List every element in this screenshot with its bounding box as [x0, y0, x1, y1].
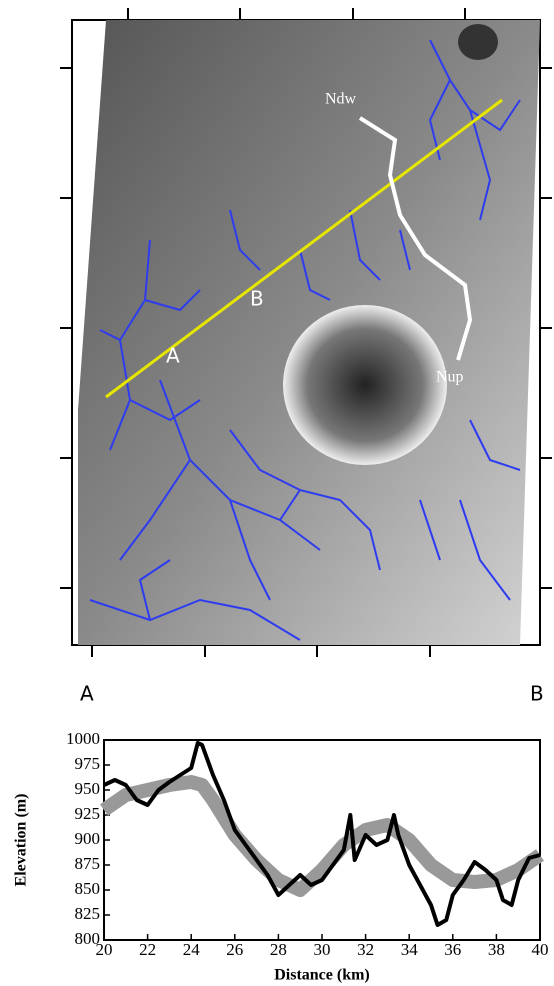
y-tick-label: 1000 [66, 729, 100, 748]
page: Ndw Nup A B A B Distance (km) Elevation … [0, 0, 554, 986]
x-tick-label: 34 [401, 940, 419, 959]
x-axis-label: Distance (km) [274, 967, 370, 984]
profile-line [104, 743, 540, 925]
profile-end: B [530, 682, 544, 706]
x-tick-label: 20 [96, 940, 113, 959]
map-label: Nup [436, 369, 464, 386]
x-tick-label: 26 [226, 940, 243, 959]
x-tick-label: 28 [270, 940, 287, 959]
x-tick-label: 24 [183, 940, 201, 959]
x-tick-label: 40 [532, 940, 549, 959]
x-tick-label: 38 [488, 940, 505, 959]
map-label: Ndw [325, 91, 357, 108]
x-tick-label: 30 [314, 940, 331, 959]
profile-line [104, 782, 540, 890]
map-label: B [250, 287, 264, 311]
map: Ndw Nup A B [60, 8, 552, 657]
y-tick-label: 925 [75, 804, 101, 823]
y-tick-label: 975 [75, 754, 101, 773]
y-tick-label: 825 [75, 904, 101, 923]
x-tick-label: 32 [357, 940, 374, 959]
x-tick-label: 36 [444, 940, 461, 959]
plot-frame [104, 740, 540, 940]
y-tick-label: 850 [75, 879, 101, 898]
profile-end: A [80, 682, 94, 706]
y-tick-label: 950 [75, 779, 101, 798]
y-tick-label: 875 [75, 854, 101, 873]
y-axis-label: Elevation (m) [13, 794, 30, 887]
x-tick-label: 22 [139, 940, 156, 959]
y-tick-label: 900 [75, 829, 101, 848]
map-label: A [166, 344, 180, 368]
